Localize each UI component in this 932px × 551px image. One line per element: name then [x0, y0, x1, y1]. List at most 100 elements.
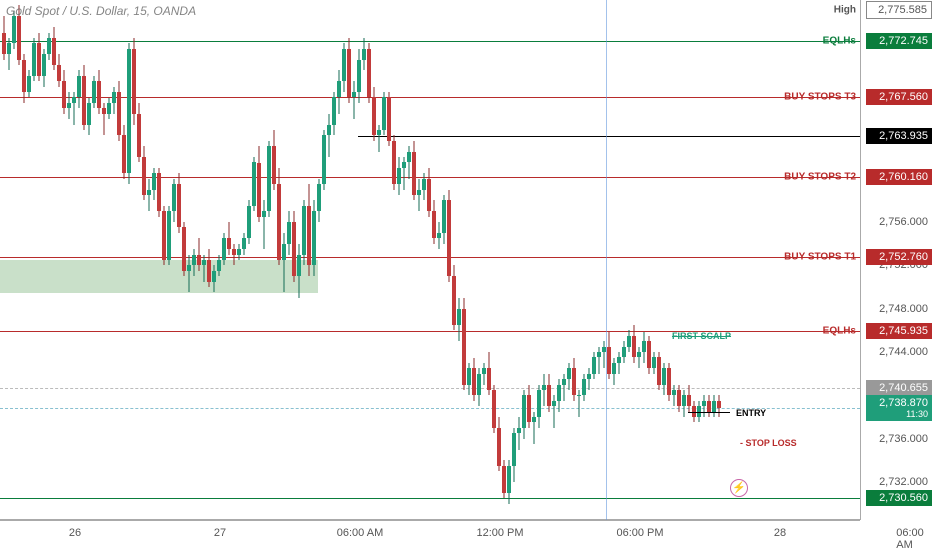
- candle: [112, 87, 116, 114]
- line-label: EQLHs: [823, 326, 856, 337]
- candle: [392, 135, 396, 189]
- candle: [437, 222, 441, 249]
- flash-icon[interactable]: ⚡: [730, 479, 748, 497]
- candle: [607, 332, 611, 380]
- candle: [502, 460, 506, 498]
- time-axis: 262706:00 AM12:00 PM06:00 PM2806:00 AM: [0, 520, 860, 550]
- candle: [322, 130, 326, 190]
- candle: [2, 16, 6, 59]
- candle: [302, 200, 306, 265]
- candle: [672, 385, 676, 407]
- candle: [52, 27, 56, 70]
- chart-area[interactable]: Gold Spot / U.S. Dollar, 15, OANDA FIRST…: [0, 0, 860, 520]
- time-tick: 06:00 AM: [337, 527, 383, 539]
- candle: [717, 395, 721, 417]
- candle: [557, 379, 561, 412]
- time-tick: 28: [774, 527, 786, 539]
- candle: [212, 265, 216, 292]
- candle: [97, 70, 101, 113]
- candle: [102, 103, 106, 136]
- price-tick: 2,756.000: [879, 216, 928, 228]
- candle: [417, 179, 421, 212]
- price-line: [0, 41, 860, 42]
- candle: [37, 33, 41, 82]
- candle: [342, 43, 346, 92]
- candle: [447, 190, 451, 282]
- candle: [307, 184, 311, 276]
- candle: [647, 336, 651, 374]
- candle: [622, 341, 626, 363]
- vertical-line: [606, 0, 607, 520]
- candle: [652, 352, 656, 374]
- price-line: [358, 136, 860, 137]
- candle: [267, 141, 271, 217]
- candle: [642, 332, 646, 363]
- line-label: BUY STOPS T3: [784, 91, 856, 102]
- candle: [107, 98, 111, 120]
- candle: [362, 38, 366, 71]
- candle: [627, 330, 631, 352]
- candle: [527, 385, 531, 428]
- candle: [482, 363, 486, 385]
- candle: [327, 114, 331, 157]
- price-tick: 2,748.000: [879, 303, 928, 315]
- price-line: [0, 408, 860, 409]
- candle: [592, 352, 596, 379]
- candle: [117, 81, 121, 141]
- candle: [7, 38, 11, 71]
- candle: [427, 168, 431, 217]
- candle: [637, 347, 641, 369]
- time-tick: 27: [214, 527, 226, 539]
- candle: [22, 54, 26, 103]
- candle: [477, 368, 481, 406]
- time-tick: 26: [69, 527, 81, 539]
- price-box: 2,730.560: [866, 490, 932, 506]
- candle: [467, 363, 471, 396]
- candle: [462, 298, 466, 390]
- price-tick: 2,732.000: [879, 476, 928, 488]
- price-box: 2,745.935: [866, 323, 932, 339]
- candle: [67, 92, 71, 119]
- candle: [42, 49, 46, 87]
- candle: [542, 374, 546, 407]
- candle: [237, 244, 241, 260]
- time-tick: 06:00 PM: [616, 527, 663, 539]
- candle: [367, 43, 371, 103]
- price-box: 2,767.560: [866, 89, 932, 105]
- candle: [517, 417, 521, 450]
- price-box: 2,763.935: [866, 128, 932, 144]
- candle: [452, 265, 456, 330]
- candle: [457, 298, 461, 341]
- candle: [567, 363, 571, 390]
- candle: [182, 222, 186, 276]
- time-tick: 12:00 PM: [476, 527, 523, 539]
- candle: [512, 428, 516, 482]
- candle: [287, 211, 291, 254]
- candle: [87, 98, 91, 136]
- candle: [162, 206, 166, 266]
- candle: [472, 358, 476, 401]
- candle: [677, 385, 681, 412]
- candle: [707, 395, 711, 417]
- line-label: High: [834, 4, 856, 15]
- candle: [617, 352, 621, 374]
- candle: [562, 374, 566, 401]
- candle: [257, 146, 261, 222]
- price-line: [0, 388, 860, 389]
- candle: [552, 395, 556, 428]
- candle: [632, 325, 636, 363]
- candle: [612, 358, 616, 385]
- candle: [232, 244, 236, 266]
- candle: [82, 65, 86, 130]
- candle: [712, 395, 716, 417]
- line-label: BUY STOPS T1: [784, 252, 856, 263]
- price-tick: 2,736.000: [879, 433, 928, 445]
- candle: [332, 92, 336, 135]
- candle: [152, 168, 156, 201]
- price-axis: 2,732.0002,736.0002,740.0002,744.0002,74…: [860, 0, 932, 520]
- candle: [347, 38, 351, 103]
- candle: [142, 146, 146, 200]
- candle: [317, 179, 321, 222]
- candle: [62, 70, 66, 113]
- candle: [72, 92, 76, 125]
